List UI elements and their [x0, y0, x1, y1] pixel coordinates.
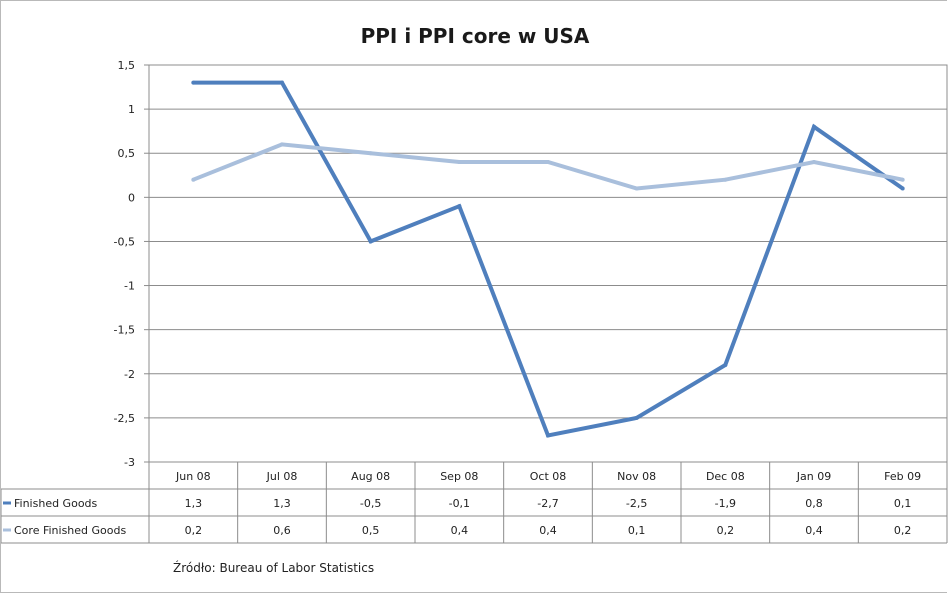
data-point [368, 239, 373, 244]
data-point [546, 160, 550, 165]
data-label: 0,8 [805, 497, 823, 510]
data-point [368, 151, 373, 156]
data-label: -0,5 [360, 497, 381, 510]
data-point [546, 433, 550, 438]
data-label: 0,1 [628, 524, 646, 537]
data-point [900, 177, 905, 182]
data-label: 0,6 [273, 524, 291, 537]
data-label: 1,3 [273, 497, 291, 510]
data-label: -0,1 [449, 497, 470, 510]
data-point [634, 186, 639, 191]
data-point [723, 177, 728, 182]
data-point [812, 160, 816, 165]
legend-label: Core Finished Goods [14, 524, 126, 537]
x-tick-label: Jul 08 [266, 470, 298, 483]
data-point [280, 142, 284, 147]
data-label: 0,4 [805, 524, 823, 537]
data-point [634, 415, 639, 420]
y-tick-label: 1,5 [118, 59, 136, 72]
x-tick-label: Sep 08 [440, 470, 478, 483]
data-label: 0,5 [362, 524, 380, 537]
data-point [457, 204, 462, 209]
data-point [812, 124, 816, 129]
chart-title: PPI i PPI core w USA [361, 24, 590, 48]
source-note: Źródło: Bureau of Labor Statistics [173, 560, 374, 575]
y-tick-label: -2,5 [114, 412, 135, 425]
data-label: 0,4 [451, 524, 469, 537]
data-label: 0,2 [185, 524, 203, 537]
y-tick-label: 0,5 [118, 147, 136, 160]
y-tick-label: 1 [128, 103, 135, 116]
y-tick-label: -0,5 [114, 235, 135, 248]
data-point [900, 186, 905, 191]
data-label: 0,2 [894, 524, 912, 537]
y-tick-label: -2 [124, 368, 135, 381]
x-tick-label: Jun 08 [175, 470, 211, 483]
data-label: -2,7 [537, 497, 558, 510]
data-point [191, 177, 196, 182]
y-tick-label: 0 [128, 191, 135, 204]
data-label: -1,9 [715, 497, 736, 510]
data-label: 0,2 [717, 524, 735, 537]
data-label: 0,4 [539, 524, 557, 537]
x-tick-label: Dec 08 [706, 470, 745, 483]
data-point [723, 362, 728, 367]
data-point [191, 80, 196, 85]
y-tick-label: -3 [124, 456, 135, 469]
x-tick-label: Nov 08 [617, 470, 656, 483]
x-tick-label: Feb 09 [884, 470, 921, 483]
data-label: 0,1 [894, 497, 912, 510]
legend-label: Finished Goods [14, 497, 98, 510]
data-label: 1,3 [185, 497, 203, 510]
x-tick-label: Aug 08 [351, 470, 390, 483]
x-tick-label: Jan 09 [796, 470, 831, 483]
y-tick-label: -1 [124, 280, 135, 293]
data-point [457, 160, 462, 165]
y-tick-label: -1,5 [114, 324, 135, 337]
plot-area [148, 64, 948, 463]
x-tick-label: Oct 08 [530, 470, 567, 483]
data-point [280, 80, 284, 85]
data-label: -2,5 [626, 497, 647, 510]
